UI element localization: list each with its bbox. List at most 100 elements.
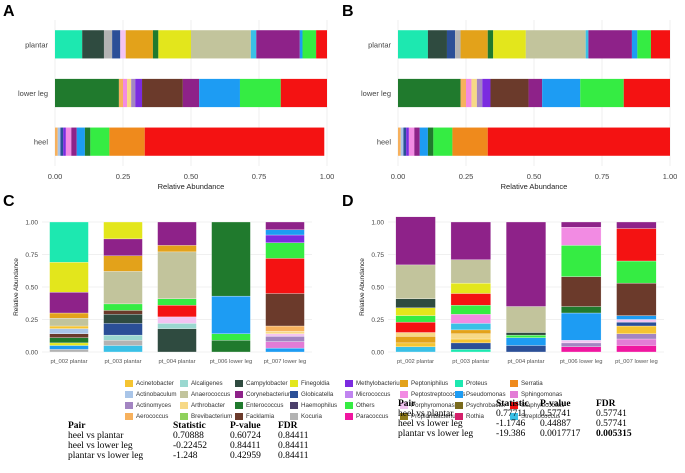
bar-segment-enterococcus bbox=[427, 127, 434, 156]
bar-segment-alcaligenes bbox=[157, 323, 197, 329]
bar-segment-finegoldia bbox=[103, 221, 143, 240]
bar-segment-staphylococcus bbox=[650, 30, 670, 59]
legend-swatch bbox=[510, 402, 518, 409]
bar-segment-peptoniphilus bbox=[103, 255, 143, 272]
bar-segment-pseudomonas bbox=[76, 127, 85, 156]
bar-segment-arthrobacter bbox=[265, 331, 305, 334]
bar-segment-finegoldia bbox=[493, 30, 526, 59]
bar-segment-corynebacterium bbox=[505, 221, 547, 307]
bar-segment-peptoniphilus bbox=[125, 30, 153, 59]
bar-segment-acinetobacter bbox=[395, 342, 436, 347]
x-tick-label: 1.00 bbox=[663, 172, 678, 181]
legend-swatch bbox=[455, 380, 463, 387]
bar-segment-aerococcus bbox=[265, 325, 305, 332]
legend-label: Propionibacterium bbox=[411, 413, 461, 421]
bar-segment-staphylococcus bbox=[623, 78, 670, 108]
legend-item: Haemophilus bbox=[290, 402, 337, 409]
legend-label: Psychrobacter bbox=[466, 402, 506, 410]
legend-item: Others bbox=[345, 402, 375, 409]
bar-segment-pseudomonas bbox=[49, 345, 89, 350]
legend-item: Kocuria bbox=[290, 413, 322, 420]
bar-segment-peptostreptococcus bbox=[561, 227, 602, 246]
panel-letter: A bbox=[3, 3, 15, 20]
bar-segment-porphyromonas bbox=[616, 319, 657, 323]
legend-label: Staphylococcus bbox=[521, 402, 565, 410]
legend-item: Corynebacterium bbox=[235, 391, 293, 398]
bar-segment-acinetobacter bbox=[616, 325, 657, 334]
bar-segment-pseudomonas bbox=[505, 337, 547, 346]
legend-item: Proteus bbox=[455, 380, 487, 387]
panel-letter: D bbox=[342, 193, 354, 210]
x-axis-title: Relative Abundance bbox=[501, 182, 568, 191]
panel-letter: B bbox=[342, 3, 354, 20]
bar-segment-arthrobacter bbox=[450, 333, 491, 340]
legend-swatch bbox=[455, 391, 463, 398]
legend-swatch bbox=[235, 402, 243, 409]
bar-segment-arthrobacter bbox=[395, 332, 436, 337]
bar-segment-staphylococcus bbox=[157, 305, 197, 318]
bar-segment-staphylococcus bbox=[265, 258, 305, 294]
bar-segment-globicatella bbox=[103, 323, 143, 336]
legend-item: Streptococcus bbox=[510, 413, 560, 420]
bar-segment-campylobacter bbox=[395, 298, 436, 308]
legend-swatch bbox=[290, 413, 298, 420]
bar-segment-corynebacterium bbox=[71, 127, 77, 156]
bar-segment-others bbox=[211, 333, 251, 341]
bar-segment-proteus bbox=[49, 221, 89, 263]
legend-swatch bbox=[455, 413, 463, 420]
bar-segment-porphyromonas bbox=[561, 340, 602, 344]
legend-item: Anaerococcus bbox=[180, 391, 230, 398]
bar-segment-peptostreptococcus bbox=[450, 314, 491, 324]
legend-item: Psychrobacter bbox=[455, 402, 506, 409]
legend-swatch bbox=[345, 402, 353, 409]
bar-segment-enterococcus bbox=[84, 127, 91, 156]
bar-segment-others bbox=[265, 242, 305, 259]
y-axis-title: Relative Abundance bbox=[13, 258, 20, 316]
legend-swatch bbox=[125, 380, 133, 387]
legend-swatch bbox=[510, 380, 518, 387]
legend-swatch bbox=[290, 402, 298, 409]
legend-label: Peptostreptococcus bbox=[411, 391, 466, 399]
legend-swatch bbox=[290, 391, 298, 398]
stats-cell: 0.60724 bbox=[230, 431, 261, 441]
bar-segment-aerococcus bbox=[398, 127, 401, 156]
legend-label: Peptoniphilus bbox=[411, 380, 449, 388]
bar-segment-peptostreptococcus bbox=[408, 127, 415, 156]
legend-label: Kocuria bbox=[301, 413, 322, 421]
bar-segment-methylobacterium bbox=[265, 234, 305, 243]
bar-segment-finegoldia bbox=[49, 262, 89, 293]
y-tick-label: 1.00 bbox=[25, 220, 38, 227]
legend-item: Serratia bbox=[510, 380, 543, 387]
legend-item: Pseudomonas bbox=[455, 391, 506, 398]
bar-segment-kocuria bbox=[49, 349, 89, 353]
y-tick-label: 0.25 bbox=[371, 317, 384, 324]
bar-segment-peptostreptococcus bbox=[123, 78, 128, 108]
y-axis-title: Relative Abundance bbox=[359, 258, 366, 316]
bar-segment-globicatella bbox=[616, 321, 657, 327]
legend-label: Anaerococcus bbox=[191, 391, 231, 399]
stats-header-statistic: Statistic bbox=[496, 399, 529, 409]
bar-segment-methylobacterium bbox=[135, 78, 143, 108]
legend-item: Staphylococcus bbox=[510, 402, 564, 409]
bar-segment-staphylococcus bbox=[487, 127, 670, 156]
legend-item: Micrococcus bbox=[345, 391, 390, 398]
x-tick-label: 0.25 bbox=[459, 172, 474, 181]
legend-item: Paracoccus bbox=[345, 413, 388, 420]
bar-segment-others bbox=[580, 78, 624, 108]
bar-segment-globicatella bbox=[505, 345, 547, 353]
legend-label: Methylobacterium bbox=[356, 380, 405, 388]
stats-cell: 0.77711 bbox=[496, 409, 527, 419]
legend-swatch bbox=[180, 402, 188, 409]
stats-header-fdr: FDR bbox=[596, 399, 616, 409]
bar-segment-peptostreptococcus bbox=[65, 127, 72, 156]
x-tick-label: 0.50 bbox=[527, 172, 542, 181]
bar-segment-serratia bbox=[452, 127, 488, 156]
x-tick-label: 1.00 bbox=[320, 172, 335, 181]
legend-item: Peptostreptococcus bbox=[400, 391, 465, 398]
bar-segment-streptococcus bbox=[585, 30, 589, 59]
stats-cell: plantar vs lower leg bbox=[398, 429, 474, 439]
legend-label: Actinobaculum bbox=[136, 391, 177, 399]
stats-cell: 0.0017717 bbox=[540, 429, 581, 439]
bar-segment-others bbox=[239, 78, 281, 108]
bar-segment-enterococcus bbox=[49, 337, 89, 344]
